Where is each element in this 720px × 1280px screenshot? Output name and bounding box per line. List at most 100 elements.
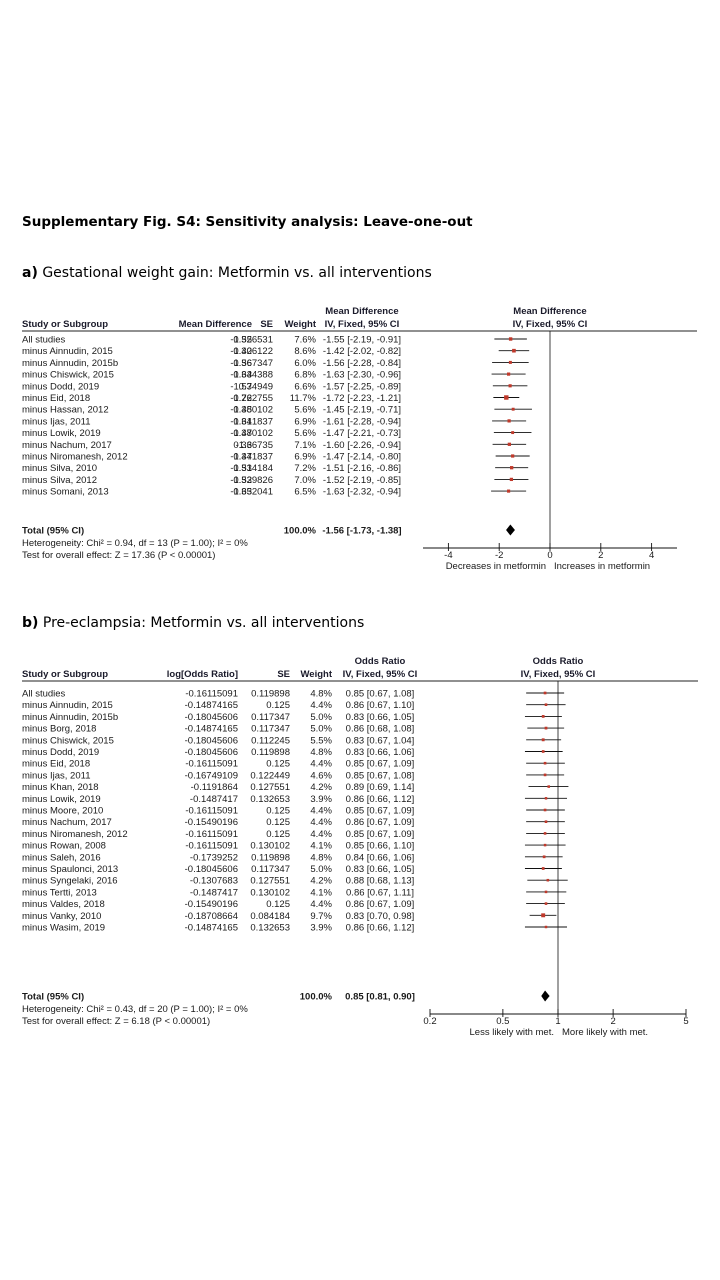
favours-left-label: Less likely with met. [470, 1027, 554, 1038]
estimate-value: -0.18045606 [185, 735, 238, 746]
study-label: minus Ijas, 2011 [22, 770, 90, 781]
effect-ci-value: 0.85 [0.67, 1.09] [346, 829, 415, 840]
estimate-value: -1.47 [230, 428, 252, 439]
estimate-value: -0.18045606 [185, 864, 238, 875]
plot-header-top: Odds Ratio [533, 656, 584, 667]
weight-value: 6.6% [294, 381, 316, 392]
total-ci-value: 0.85 [0.81, 0.90] [345, 992, 415, 1003]
effect-ci-value: -1.52 [-2.19, -0.85] [323, 475, 401, 486]
weight-value: 5.5% [310, 735, 332, 746]
point-estimate-marker [509, 477, 514, 482]
estimate-value: -0.14874165 [185, 923, 238, 934]
study-label: minus Lowik, 2019 [22, 794, 101, 805]
weight-column-header: Weight [285, 319, 317, 330]
study-label: minus Eid, 2018 [22, 759, 90, 770]
weight-value: 4.1% [310, 841, 332, 852]
se-value: 0.344388 [233, 370, 273, 381]
effect-ci-value: 0.89 [0.69, 1.14] [346, 782, 415, 793]
study-label: minus Silva, 2012 [22, 475, 97, 486]
x-tick-label: 0.2 [423, 1016, 436, 1027]
study-label: minus Dodd, 2019 [22, 381, 99, 392]
se-value: 0.132653 [250, 794, 290, 805]
se-value: 0.334184 [233, 463, 273, 474]
effect-ci-value: 0.85 [0.67, 1.08] [346, 689, 415, 700]
study-label: minus Dodd, 2019 [22, 747, 99, 758]
point-estimate-marker [507, 489, 511, 493]
effect-ci-value: -1.60 [-2.26, -0.94] [323, 440, 401, 451]
point-estimate-marker [541, 715, 545, 718]
estimate-value: -0.16115091 [185, 689, 238, 700]
weight-value: 4.8% [310, 747, 332, 758]
estimate-value: -0.15490196 [185, 899, 238, 910]
weight-value: 7.2% [294, 463, 316, 474]
study-label: minus Niromanesh, 2012 [22, 829, 128, 840]
study-label: minus Khan, 2018 [22, 782, 99, 793]
study-label: minus Lowik, 2019 [22, 428, 101, 439]
point-estimate-marker [511, 454, 515, 458]
point-estimate-marker [543, 843, 547, 847]
weight-value: 5.6% [294, 405, 316, 416]
estimate-column-header: log[Odds Ratio] [167, 669, 238, 680]
weight-value: 6.8% [294, 370, 316, 381]
study-label: minus Chiswick, 2015 [22, 370, 114, 381]
weight-value: 6.5% [294, 487, 316, 498]
weight-value: 4.4% [310, 829, 332, 840]
section-b-letter: b) [22, 615, 39, 631]
study-label: minus Tertti, 2013 [22, 887, 97, 898]
weight-value: 4.4% [310, 700, 332, 711]
point-estimate-marker [508, 384, 512, 388]
effect-header-top: Odds Ratio [355, 656, 406, 667]
se-value: 0.339826 [233, 475, 273, 486]
weight-value: 6.9% [294, 452, 316, 463]
study-label: All studies [22, 689, 66, 700]
point-estimate-marker [546, 878, 550, 882]
study-label: minus Borg, 2018 [22, 724, 96, 735]
se-value: 0.119898 [251, 852, 290, 863]
point-estimate-marker [512, 348, 516, 353]
estimate-value: -1.56 [230, 358, 252, 369]
forest-plot-pre-eclampsia: Odds Ratio Odds Ratio Study or Subgroup log… [22, 656, 698, 1038]
effect-ci-value: 0.84 [0.66, 1.06] [346, 852, 415, 863]
estimate-value: -0.15490196 [185, 817, 238, 828]
point-estimate-marker [508, 337, 513, 341]
effect-ci-value: -1.72 [-2.23, -1.21] [323, 393, 401, 404]
se-value: 0.262755 [233, 393, 273, 404]
weight-value: 4.2% [310, 782, 332, 793]
effect-ci-value: -1.61 [-2.28, -0.94] [323, 416, 401, 427]
weight-value: 11.7% [290, 393, 317, 404]
point-estimate-marker [547, 785, 551, 788]
estimate-value: -0.14874165 [185, 700, 238, 711]
study-label: minus Nachum, 2017 [22, 440, 112, 451]
se-value: 0.119898 [251, 689, 290, 700]
study-label: minus Hassan, 2012 [22, 405, 109, 416]
effect-ci-value: 0.85 [0.67, 1.08] [346, 770, 415, 781]
point-estimate-marker [544, 726, 548, 730]
point-estimate-marker [511, 407, 515, 411]
plot-header-top: Mean Difference [513, 306, 586, 317]
effect-ci-value: 0.83 [0.70, 0.98] [346, 911, 415, 922]
weight-value: 3.9% [310, 794, 332, 805]
study-label: minus Eid, 2018 [22, 393, 90, 404]
study-label: minus Rowan, 2008 [22, 841, 106, 852]
plot-header-bottom: IV, Fixed, 95% CI [513, 319, 588, 330]
estimate-value: -1.47 [230, 452, 252, 463]
se-value: 0.125 [266, 817, 290, 828]
effect-ci-value: 0.83 [0.66, 1.05] [346, 712, 415, 723]
estimate-value: -0.16115091 [185, 829, 238, 840]
total-label: Total (95% CI) [22, 526, 84, 537]
point-estimate-marker [543, 761, 547, 765]
estimate-value: -0.16115091 [185, 806, 238, 817]
se-value: 0.125 [266, 829, 290, 840]
total-label: Total (95% CI) [22, 992, 84, 1003]
summary-diamond [506, 524, 515, 536]
effect-ci-value: -1.42 [-2.02, -0.82] [323, 346, 401, 357]
study-column-header: Study or Subgroup [22, 669, 108, 680]
study-label: minus Ijas, 2011 [22, 416, 90, 427]
se-value: 0.117347 [251, 724, 290, 735]
estimate-column-header: Mean Difference [179, 319, 252, 330]
study-label: All studies [22, 335, 66, 346]
effect-ci-value: 0.86 [0.67, 1.09] [346, 817, 415, 828]
weight-value: 5.0% [310, 712, 332, 723]
point-estimate-marker [544, 925, 548, 929]
estimate-value: -0.18045606 [185, 712, 238, 723]
